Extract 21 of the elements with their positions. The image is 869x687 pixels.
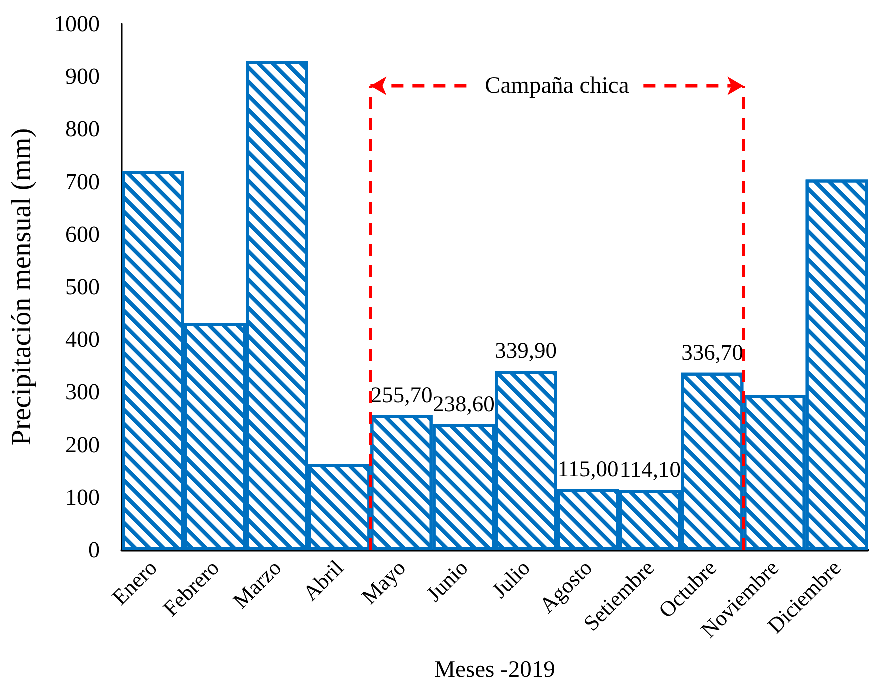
y-axis-title: Precipitación mensual (mm) (6, 128, 38, 446)
y-tick-label: 500 (66, 274, 100, 300)
data-label: 255,70 (370, 382, 433, 408)
annotation: Campaña chica (485, 73, 630, 100)
y-tick-label: 200 (66, 432, 100, 458)
y-tick-label: 0 (88, 538, 100, 562)
y-tick-label: 600 (66, 222, 100, 247)
x-axis-title: Meses -2019 (434, 657, 556, 683)
data-label: 336,70 (682, 340, 744, 365)
data-label: 238,60 (432, 391, 495, 416)
y-tick-label: 100 (66, 484, 100, 510)
y-tick-label: 800 (66, 116, 100, 142)
data-label: 339,90 (495, 338, 558, 364)
data-label: 115,00 (558, 456, 619, 482)
y-tick-label: 1000 (54, 12, 100, 36)
y-tick-label: 400 (66, 327, 100, 352)
x-tick-label: Julio (487, 555, 535, 604)
y-tick-label: 900 (66, 64, 100, 90)
y-tick-label: 700 (66, 169, 100, 194)
data-label: 114,10 (620, 456, 681, 482)
y-tick-label: 300 (66, 380, 100, 405)
